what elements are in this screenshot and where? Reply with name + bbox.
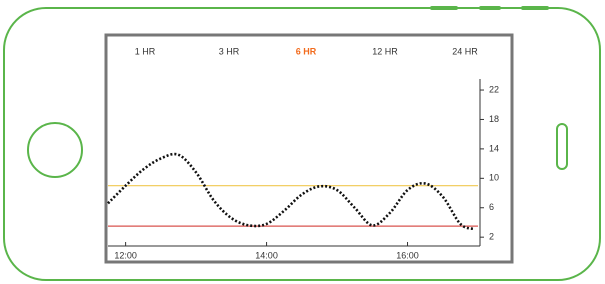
- tab[interactable]: 3 HR: [219, 46, 240, 56]
- x-tick-label: 12:00: [114, 250, 137, 260]
- y-tick-label: 10: [489, 173, 499, 183]
- tab[interactable]: 1 HR: [135, 46, 156, 56]
- screen: 1 HR 3 HR 6 HR 12 HR 24 HR 2 6 10 14 18 22 12:00 14…: [0, 0, 605, 284]
- y-tick-label: 6: [489, 202, 494, 212]
- x-tick-label: 16:00: [396, 250, 419, 260]
- y-tick-label: 14: [489, 143, 499, 153]
- tab[interactable]: 24 HR: [452, 46, 478, 56]
- y-tick-label: 2: [489, 232, 494, 242]
- x-tick-label: 14:00: [255, 250, 278, 260]
- page: 1 HR 3 HR 6 HR 12 HR 24 HR 2 6 10 14 18 22 12:00 14…: [0, 0, 605, 284]
- phone-button: [479, 6, 501, 10]
- tab[interactable]: 12 HR: [372, 46, 398, 56]
- y-tick-label: 18: [489, 114, 499, 124]
- y-tick-label: 22: [489, 84, 499, 94]
- phone-button: [521, 6, 549, 10]
- phone-button: [430, 6, 458, 10]
- tab[interactable]: 6 HR: [296, 46, 317, 56]
- display: [106, 35, 512, 262]
